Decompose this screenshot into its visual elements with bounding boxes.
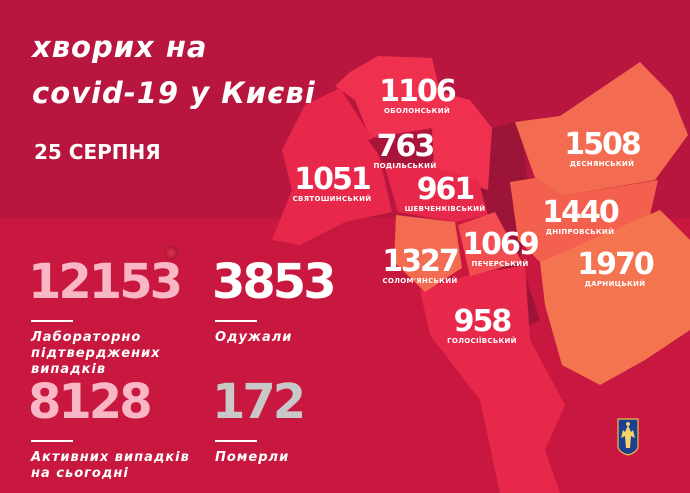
divider <box>31 440 73 442</box>
district-label-sviatoshynskyi: 1051 СВЯТОШИНСЬКИЙ <box>293 165 372 203</box>
district-shevchenkivskyi <box>384 164 488 222</box>
kyiv-coat-of-arms-logo <box>617 418 639 456</box>
district-label-podilskyi: 763 ПОДІЛЬСЬКИЙ <box>373 132 436 170</box>
district-value: 958 <box>453 304 513 339</box>
district-desnianskyi <box>515 62 688 196</box>
district-label-holosiivskyi: 958 ГОЛОСІЇВСЬКИЙ <box>447 307 517 345</box>
district-podilskyi <box>368 130 434 166</box>
district-value: 1508 <box>564 127 641 162</box>
district-label-shevchenkivskyi: 961 ШЕВЧЕНКІВСЬКИЙ <box>405 175 486 213</box>
confirmed-label: Лабораторно підтверджених випадків <box>31 330 161 378</box>
label-line: Активних випадків <box>31 450 190 465</box>
virus-icon <box>164 246 178 260</box>
district-name: ДЕСНЯНСЬКИЙ <box>569 160 635 168</box>
district-name: ПЕЧЕРСЬКИЙ <box>471 260 529 268</box>
district-darnytskyi <box>540 210 690 385</box>
district-label-dniprovskyi: 1440 ДНІПРОВСЬКИЙ <box>542 195 619 236</box>
district-solomianskyi <box>394 215 462 292</box>
divider <box>31 320 73 322</box>
district-value: 763 <box>376 129 436 164</box>
district-label-obolonskyi: 1106 ОБОЛОНСЬКИЙ <box>379 74 456 115</box>
district-label-pecherskyi: 1069 ПЕЧЕРСЬКИЙ <box>462 227 539 268</box>
district-value: 1327 <box>382 244 459 279</box>
district-name: ОБОЛОНСЬКИЙ <box>383 107 451 115</box>
district-name: ГОЛОСІЇВСЬКИЙ <box>447 337 517 345</box>
district-dniprovskyi <box>510 178 658 262</box>
district-sviatoshynskyi <box>272 88 392 245</box>
label-line: на сьогодні <box>31 466 129 481</box>
district-name: ДНІПРОВСЬКИЙ <box>545 228 615 236</box>
district-name: СВЯТОШИНСЬКИЙ <box>292 195 372 203</box>
district-value: 1106 <box>379 74 456 109</box>
district-name: ПОДІЛЬСЬКИЙ <box>373 162 437 170</box>
district-value: 1970 <box>577 247 654 282</box>
district-label-solomianskyi: 1327 СОЛОМ'ЯНСЬКИЙ <box>382 244 459 285</box>
district-obolonskyi <box>335 56 492 190</box>
district-label-darnytskyi: 1970 ДАРНИЦЬКИЙ <box>577 247 654 288</box>
district-value: 1051 <box>294 162 371 197</box>
date-label: 25 СЕРПНЯ <box>34 140 161 164</box>
divider <box>215 320 257 322</box>
active-label: Активних випадків на сьогодні <box>31 450 190 482</box>
district-name: ШЕВЧЕНКІВСЬКИЙ <box>404 205 486 213</box>
title-line2: covid-19 у Києві <box>32 76 316 110</box>
district-holosiivskyi <box>420 265 565 493</box>
district-name: ДАРНИЦЬКИЙ <box>584 280 646 288</box>
district-pecherskyi <box>458 212 522 276</box>
district-name: СОЛОМ'ЯНСЬКИЙ <box>382 277 458 285</box>
title-line1: хворих на <box>32 30 208 64</box>
confirmed-value: 12153 <box>28 254 183 310</box>
active-value: 8128 <box>28 374 153 430</box>
label-line: підтверджених <box>31 346 161 361</box>
deaths-label: Померли <box>215 450 290 465</box>
district-value: 1069 <box>462 227 539 262</box>
recovered-value: 3853 <box>212 254 337 310</box>
district-value: 961 <box>416 172 476 207</box>
deaths-value: 172 <box>212 374 306 430</box>
district-value: 1440 <box>542 195 619 230</box>
district-label-desnianskyi: 1508 ДЕСНЯНСЬКИЙ <box>564 127 641 168</box>
recovered-label: Одужали <box>215 330 293 345</box>
label-line: Лабораторно <box>31 330 142 345</box>
label-line: випадків <box>31 362 107 377</box>
divider <box>215 440 257 442</box>
